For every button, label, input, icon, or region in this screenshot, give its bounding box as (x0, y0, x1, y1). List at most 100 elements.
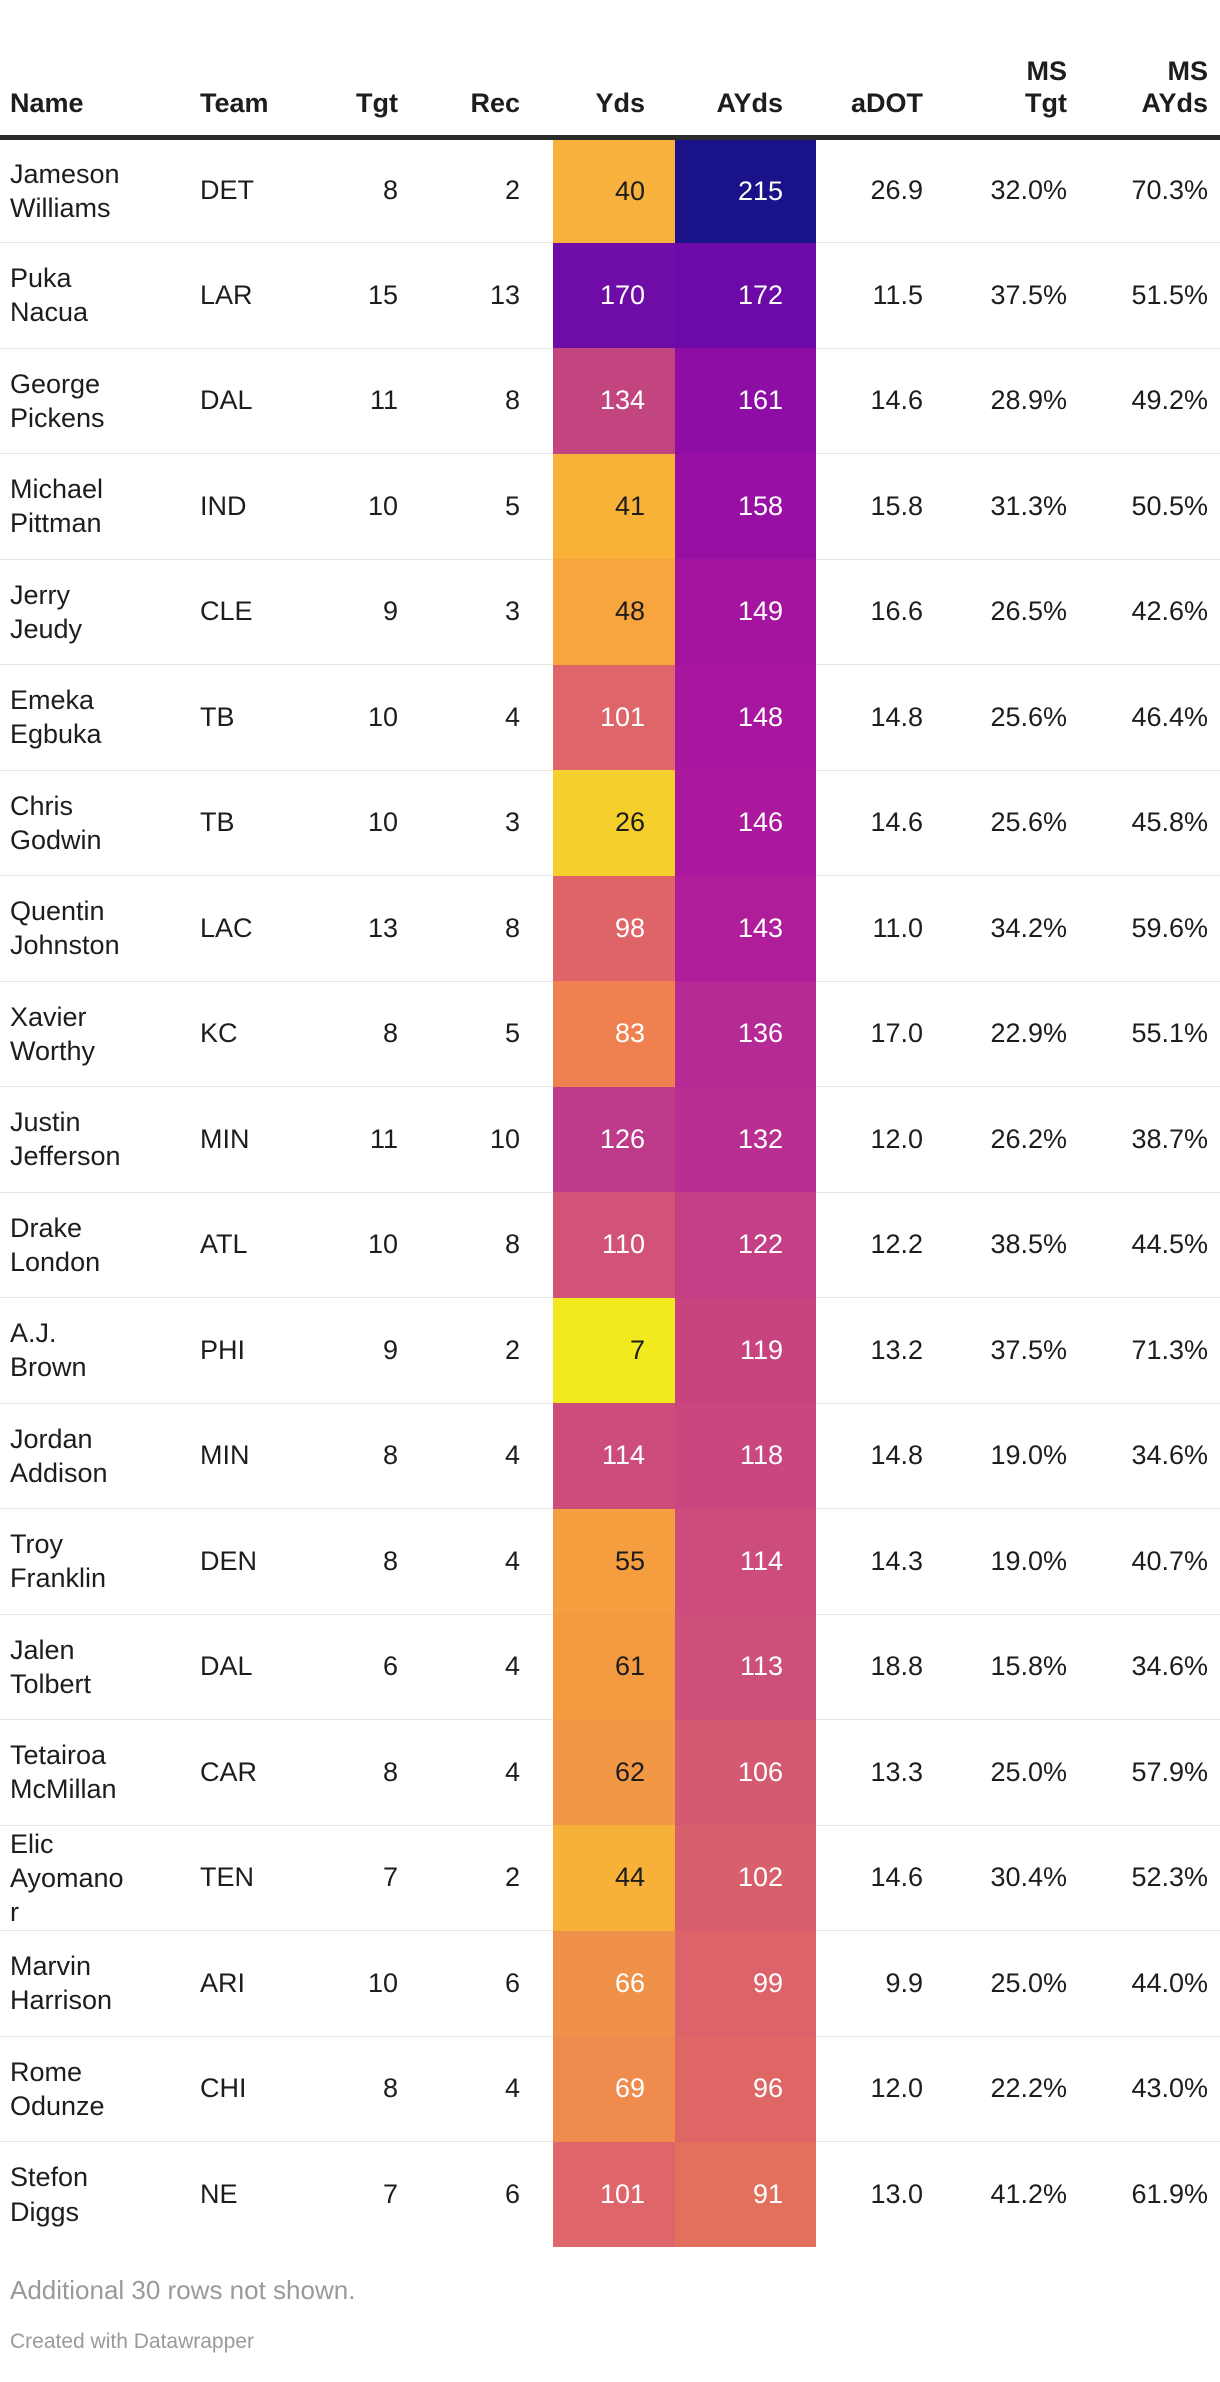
header-rec: Rec (410, 0, 553, 140)
cell-yards-heat: 101 (553, 2141, 675, 2247)
receiving-stats-table: Name Team Tgt Rec Yds AYds aDOT MS Tgt M… (0, 0, 1220, 2247)
header-ayds: AYds (675, 0, 816, 140)
cell-player-name: Drake London (0, 1191, 196, 1298)
cell-player-name: Emeka Egbuka (0, 664, 196, 770)
cell-receptions: 5 (410, 453, 553, 559)
table-row: Michael Pittman IND 10 5 41 158 15.8 31.… (0, 453, 1220, 559)
cell-receptions: 4 (410, 1402, 553, 1509)
cell-airyards-heat: 106 (675, 1719, 816, 1825)
cell-team: TB (196, 769, 316, 876)
cell-airyards-heat: 102 (675, 1825, 816, 1931)
cell-yards-heat: 48 (553, 559, 675, 665)
cell-player-name: Rome Odunze (0, 2035, 196, 2142)
header-ms-ayds: MS AYds (1079, 0, 1220, 140)
cell-targets: 11 (316, 1086, 410, 1192)
datawrapper-attribution-link[interactable]: Created with Datawrapper (10, 2330, 254, 2353)
cell-targets: 11 (316, 347, 410, 454)
cell-team: TB (196, 664, 316, 770)
cell-targets: 8 (316, 1508, 410, 1614)
cell-yards-heat: 61 (553, 1614, 675, 1720)
cell-ms-tgt: 25.0% (935, 1930, 1079, 2036)
cell-receptions: 3 (410, 558, 553, 665)
cell-team: ATL (196, 1191, 316, 1298)
cell-targets: 8 (316, 2035, 410, 2142)
cell-team: MIN (196, 1086, 316, 1192)
cell-ms-tgt: 32.0% (990, 175, 1067, 206)
cell-yards-heat: 7 (553, 1297, 675, 1403)
cell-airyards-heat: 119 (675, 1297, 816, 1403)
cell-ms-tgt: 37.5% (935, 242, 1079, 348)
table-row: Jalen Tolbert DAL 6 4 61 113 18.8 15.8% … (0, 1613, 1220, 1720)
header-yds: Yds (553, 0, 675, 140)
cell-targets: 8 (316, 1402, 410, 1509)
cell-adot: 12.0 (816, 1086, 935, 1192)
cell-yards-heat: 101 (553, 664, 675, 770)
cell-adot: 17.0 (816, 980, 935, 1087)
header-adot: aDOT (816, 0, 935, 140)
cell-team: PHI (196, 1297, 316, 1403)
cell-receptions: 8 (410, 347, 553, 454)
cell-adot: 13.0 (816, 2141, 935, 2247)
header-team: Team (196, 0, 316, 140)
table-row: Marvin Harrison ARI 10 6 66 99 9.9 25.0%… (0, 1930, 1220, 2036)
cell-receptions: 13 (410, 242, 553, 348)
cell-team: LAC (196, 875, 316, 981)
cell-receptions: 10 (410, 1086, 553, 1192)
cell-player-name: Chris Godwin (0, 769, 196, 876)
cell-targets: 7 (316, 1824, 410, 1931)
cell-receptions: 4 (410, 664, 553, 770)
cell-ms-tgt: 25.6% (935, 664, 1079, 770)
cell-targets: 10 (316, 1930, 410, 2036)
rows-not-shown-note: Additional 30 rows not shown. (10, 2275, 356, 2305)
table-row: Chris Godwin TB 10 3 26 146 14.6 25.6% 4… (0, 769, 1220, 876)
cell-yards-heat: 44 (553, 1825, 675, 1931)
cell-yards-heat: 126 (553, 1086, 675, 1192)
cell-targets: 6 (316, 1613, 410, 1720)
cell-receptions: 4 (410, 1508, 553, 1614)
cell-player-name: Michael Pittman (0, 453, 196, 559)
cell-ms-tgt: 26.5% (935, 558, 1079, 665)
cell-team: DAL (196, 347, 316, 454)
cell-targets: 15 (316, 242, 410, 348)
cell-targets: 10 (316, 664, 410, 770)
cell-targets: 8 (382, 175, 398, 206)
cell-ms-ayds: 49.2% (1079, 347, 1220, 454)
cell-targets: 9 (316, 558, 410, 665)
cell-yards-heat: 66 (553, 1930, 675, 2036)
cell-adot: 12.2 (816, 1191, 935, 1298)
cell-player-name: Xavier Worthy (0, 980, 196, 1087)
cell-ms-tgt: 15.8% (935, 1613, 1079, 1720)
cell-yards-heat: 98 (553, 875, 675, 981)
cell-ms-ayds: 46.4% (1079, 664, 1220, 770)
cell-yards-heat: 134 (553, 348, 675, 454)
cell-ms-tgt: 34.2% (935, 875, 1079, 981)
cell-ms-tgt: 26.2% (935, 1086, 1079, 1192)
cell-airyards-heat: 132 (675, 1086, 816, 1192)
table-row: Jordan Addison MIN 8 4 114 118 14.8 19.0… (0, 1402, 1220, 1509)
cell-adot: 12.0 (816, 2035, 935, 2142)
cell-yards-heat: 83 (553, 981, 675, 1087)
cell-player-name: Stefon Diggs (0, 2141, 196, 2247)
cell-ms-ayds: 50.5% (1079, 453, 1220, 559)
cell-ms-ayds: 45.8% (1079, 769, 1220, 876)
cell-ms-ayds: 57.9% (1079, 1719, 1220, 1825)
cell-adot: 14.6 (816, 347, 935, 454)
cell-player-name: Quentin Johnston (0, 875, 196, 981)
cell-adot: 13.3 (816, 1719, 935, 1825)
cell-adot: 16.6 (816, 558, 935, 665)
cell-receptions: 2 (410, 1297, 553, 1403)
cell-player-name: George Pickens (0, 347, 196, 454)
cell-ms-tgt: 30.4% (935, 1824, 1079, 1931)
cell-receptions: 2 (410, 1824, 553, 1931)
header-row: Name Team Tgt Rec Yds AYds aDOT MS Tgt M… (0, 0, 1220, 140)
cell-team: CAR (196, 1719, 316, 1825)
table-row: Emeka Egbuka TB 10 4 101 148 14.8 25.6% … (0, 664, 1220, 770)
cell-adot: 14.8 (816, 664, 935, 770)
cell-yards-heat: 55 (553, 1508, 675, 1614)
cell-ms-ayds: 55.1% (1079, 980, 1220, 1087)
cell-ms-ayds: 61.9% (1079, 2141, 1220, 2247)
cell-receptions: 5 (410, 980, 553, 1087)
cell-ms-tgt: 38.5% (935, 1191, 1079, 1298)
cell-player-name: Tetairoa McMillan (0, 1719, 196, 1825)
cell-ms-ayds: 44.5% (1079, 1191, 1220, 1298)
